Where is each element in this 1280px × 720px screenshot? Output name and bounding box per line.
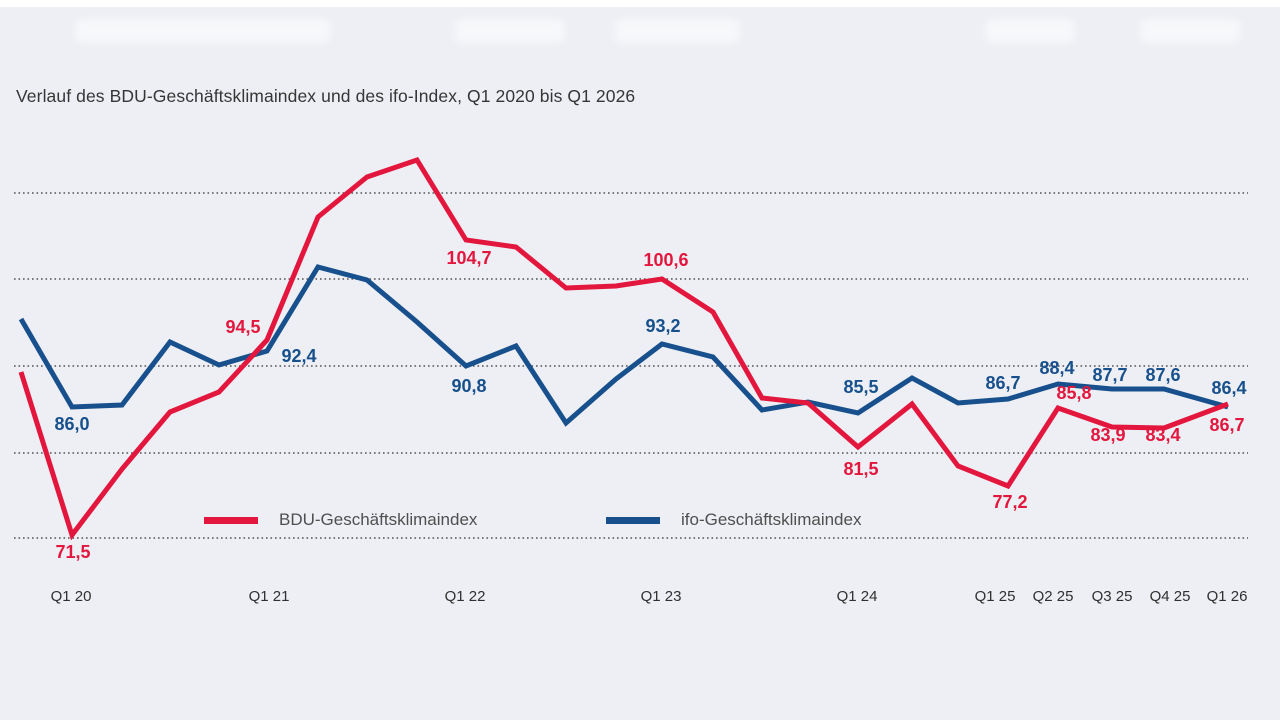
bdu-line bbox=[18, 156, 1229, 541]
series-lines bbox=[18, 156, 1229, 541]
legend-item-bdu: BDU-Geschäftsklimaindex bbox=[204, 508, 477, 532]
data-label: 71,5 bbox=[55, 542, 90, 562]
data-label: 86,4 bbox=[1211, 378, 1246, 398]
ifo-line bbox=[18, 264, 1229, 427]
data-label: 81,5 bbox=[843, 459, 878, 479]
redacted-header-ghost bbox=[455, 19, 565, 43]
data-label: 86,7 bbox=[985, 373, 1020, 393]
data-label: 87,7 bbox=[1092, 365, 1127, 385]
redacted-header-ghost bbox=[615, 19, 740, 43]
legend-label-ifo: ifo-Geschäftsklimaindex bbox=[681, 510, 862, 529]
ifo-line-swatch-icon bbox=[606, 516, 660, 524]
chart-title: Verlauf des BDU-Geschäftsklimaindex und … bbox=[16, 86, 636, 106]
data-label: 86,0 bbox=[54, 414, 89, 434]
data-labels: 71,5 94,5 104,7 100,6 81,5 77,2 85,8 83,9 83,4 86… bbox=[54, 248, 1246, 562]
redacted-header-ghost bbox=[1140, 19, 1240, 43]
data-label: 77,2 bbox=[992, 492, 1027, 512]
data-label: 83,4 bbox=[1145, 425, 1180, 445]
data-label: 94,5 bbox=[225, 317, 260, 337]
redacted-header-ghost bbox=[75, 19, 330, 43]
bdu-line-swatch-icon bbox=[204, 516, 258, 524]
data-label: 86,7 bbox=[1209, 415, 1244, 435]
data-label: 100,6 bbox=[643, 250, 688, 270]
data-label: 104,7 bbox=[446, 248, 491, 268]
top-white-strip bbox=[0, 0, 1280, 7]
data-label: 85,5 bbox=[843, 377, 878, 397]
data-label: 92,4 bbox=[281, 346, 316, 366]
data-label: 93,2 bbox=[645, 316, 680, 336]
redacted-header-ghost bbox=[985, 19, 1075, 43]
legend-label-bdu: BDU-Geschäftsklimaindex bbox=[279, 510, 478, 529]
data-label: 83,9 bbox=[1090, 425, 1125, 445]
data-label: 87,6 bbox=[1145, 365, 1180, 385]
data-label: 90,8 bbox=[451, 376, 486, 396]
legend-item-ifo: ifo-Geschäftsklimaindex bbox=[606, 508, 861, 532]
data-label: 88,4 bbox=[1039, 358, 1074, 378]
data-label: 85,8 bbox=[1056, 383, 1091, 403]
